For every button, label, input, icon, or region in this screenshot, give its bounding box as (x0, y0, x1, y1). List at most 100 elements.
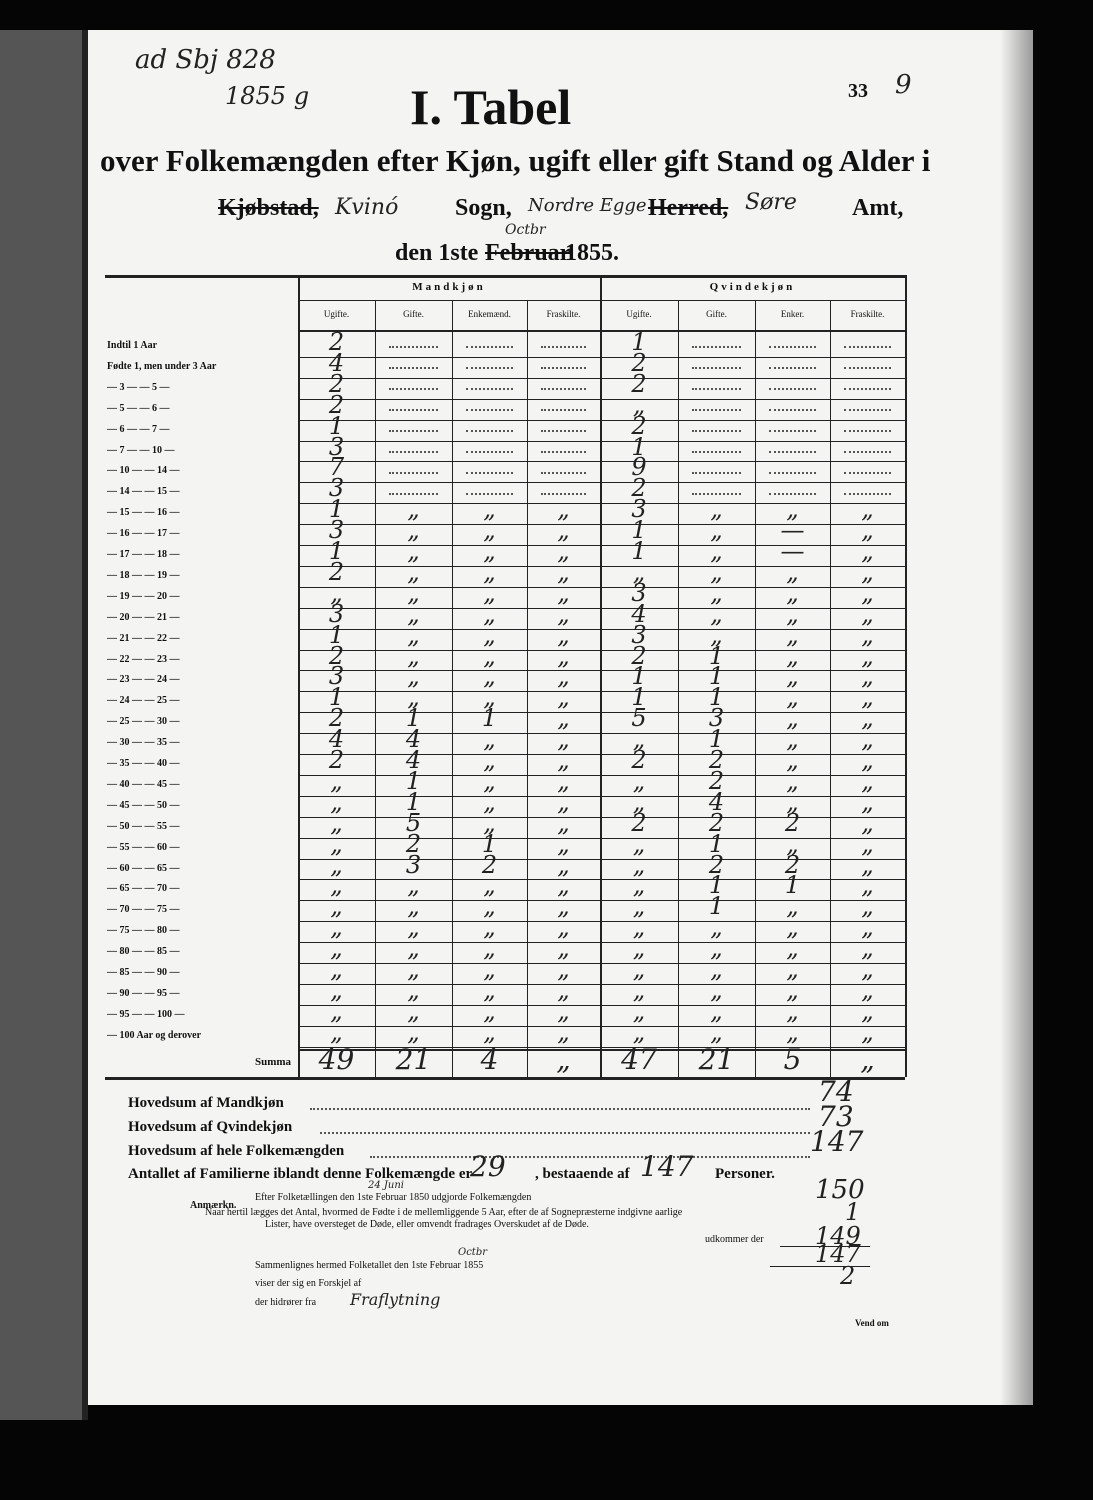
cell-value: „ (710, 934, 723, 963)
rule (298, 607, 905, 609)
cell-value: „ (861, 829, 874, 858)
dotted-cell (541, 409, 586, 412)
cell-value: „ (710, 578, 723, 607)
row-label: — 5 — — 6 — (107, 402, 170, 414)
remark-line: der hidrører fra (255, 1297, 317, 1308)
cell-value: „ (330, 766, 343, 795)
cell-value: „ (557, 892, 570, 921)
cell-value: 2 (328, 328, 345, 356)
row-label: Indtil 1 Aar (107, 340, 158, 351)
row-label: — 15 — — 16 — (107, 507, 180, 519)
cell-value: 3 (631, 495, 647, 524)
cell-value: „ (786, 746, 799, 774)
cell-value: 1 (405, 704, 422, 733)
row-label: — 14 — — 15 — (107, 486, 180, 498)
cell-value: „ (330, 787, 343, 816)
rule (298, 503, 905, 505)
cell-value: 1 (328, 683, 345, 712)
cell-value: „ (407, 578, 420, 607)
row-label: — 19 — — 20 — (107, 590, 180, 602)
cell-value: „ (483, 871, 496, 900)
rule (298, 461, 905, 463)
cell-value: „ (861, 913, 874, 942)
leader (310, 1108, 810, 1110)
row-label: — 18 — — 19 — (107, 569, 180, 581)
rule (298, 691, 905, 693)
dotted-cell (389, 430, 438, 433)
rule (600, 275, 602, 1077)
cell-value: „ (861, 516, 874, 545)
row-label: — 70 — — 75 — (107, 904, 180, 916)
dotted-cell (769, 409, 816, 412)
cell-value: 1 (328, 411, 345, 440)
row-label: — 80 — — 85 — (107, 946, 180, 958)
archive-year: 1855 g (225, 82, 310, 110)
cell-value: 1 (481, 829, 498, 858)
cell-value: 4 (708, 787, 725, 816)
rule (298, 733, 905, 735)
cell-value: „ (861, 641, 874, 670)
dotted-cell (541, 492, 586, 495)
remark-cause: Fraflytning (350, 1290, 441, 1309)
cell-value: „ (632, 390, 646, 419)
remark-value: 2 (840, 1262, 856, 1290)
cell-value: „ (330, 871, 343, 900)
cell-value: „ (483, 746, 496, 774)
rule (298, 754, 905, 755)
rule (298, 858, 905, 860)
cell-value: „ (407, 975, 420, 1004)
families-suffix: Personer. (715, 1166, 775, 1182)
cell-value: „ (330, 578, 343, 607)
row-label: — 30 — — 35 — (107, 737, 180, 749)
cell-value: 3 (328, 662, 345, 691)
remark-note: 24 Juni (368, 1180, 404, 1191)
date-correction: Octbr (505, 222, 546, 238)
cell-value: „ (861, 495, 874, 524)
cell-value: „ (557, 662, 570, 691)
cell-value: 1 (631, 662, 647, 691)
cell-value: — (780, 537, 805, 565)
cell-value: „ (557, 620, 570, 649)
row-label: — 23 — — 24 — (107, 674, 180, 686)
cell-value: „ (786, 641, 799, 670)
cell-value: „ (407, 871, 420, 900)
cell-value: „ (557, 955, 570, 983)
rule (298, 1004, 905, 1006)
leader (370, 1156, 810, 1158)
row-label: — 50 — — 55 — (107, 820, 180, 832)
amt-name: Søre (745, 190, 797, 215)
cell-value: 4 (480, 1042, 499, 1076)
cell-value: 2 (405, 829, 422, 858)
row-label: — 3 — — 5 — (107, 381, 170, 393)
dotted-cell (466, 471, 513, 474)
cell-value: „ (483, 578, 496, 607)
column-header: Ugifte. (626, 309, 652, 319)
row-label: — 90 — — 95 — (107, 987, 180, 999)
cell-value: „ (632, 557, 646, 586)
row-label: — 21 — — 22 — (107, 632, 180, 644)
dotted-cell (541, 430, 586, 433)
cell-value: „ (786, 975, 799, 1004)
dotted-cell (844, 367, 891, 370)
leader (320, 1132, 810, 1134)
cell-value: „ (407, 537, 420, 565)
cell-value: „ (786, 495, 799, 524)
column-header: Enker. (780, 309, 805, 319)
cell-value: 2 (708, 746, 725, 774)
cell-value: „ (861, 975, 874, 1004)
cell-value: „ (330, 829, 343, 858)
date-prefix: den 1ste (395, 240, 479, 266)
rule (298, 649, 905, 651)
cell-value: „ (861, 955, 874, 983)
cell-value: „ (557, 766, 570, 795)
cell-value: „ (632, 725, 646, 754)
cell-value: „ (786, 599, 799, 628)
cell-value: „ (483, 495, 496, 524)
dotted-cell (541, 367, 586, 370)
rule (375, 300, 376, 1077)
families-middle: , bestaaende af (535, 1166, 630, 1182)
summary-value: 73 (818, 1100, 854, 1133)
row-label: — 20 — — 21 — (107, 611, 180, 623)
cell-value: „ (861, 1017, 874, 1046)
cell-value: 5 (631, 704, 647, 733)
